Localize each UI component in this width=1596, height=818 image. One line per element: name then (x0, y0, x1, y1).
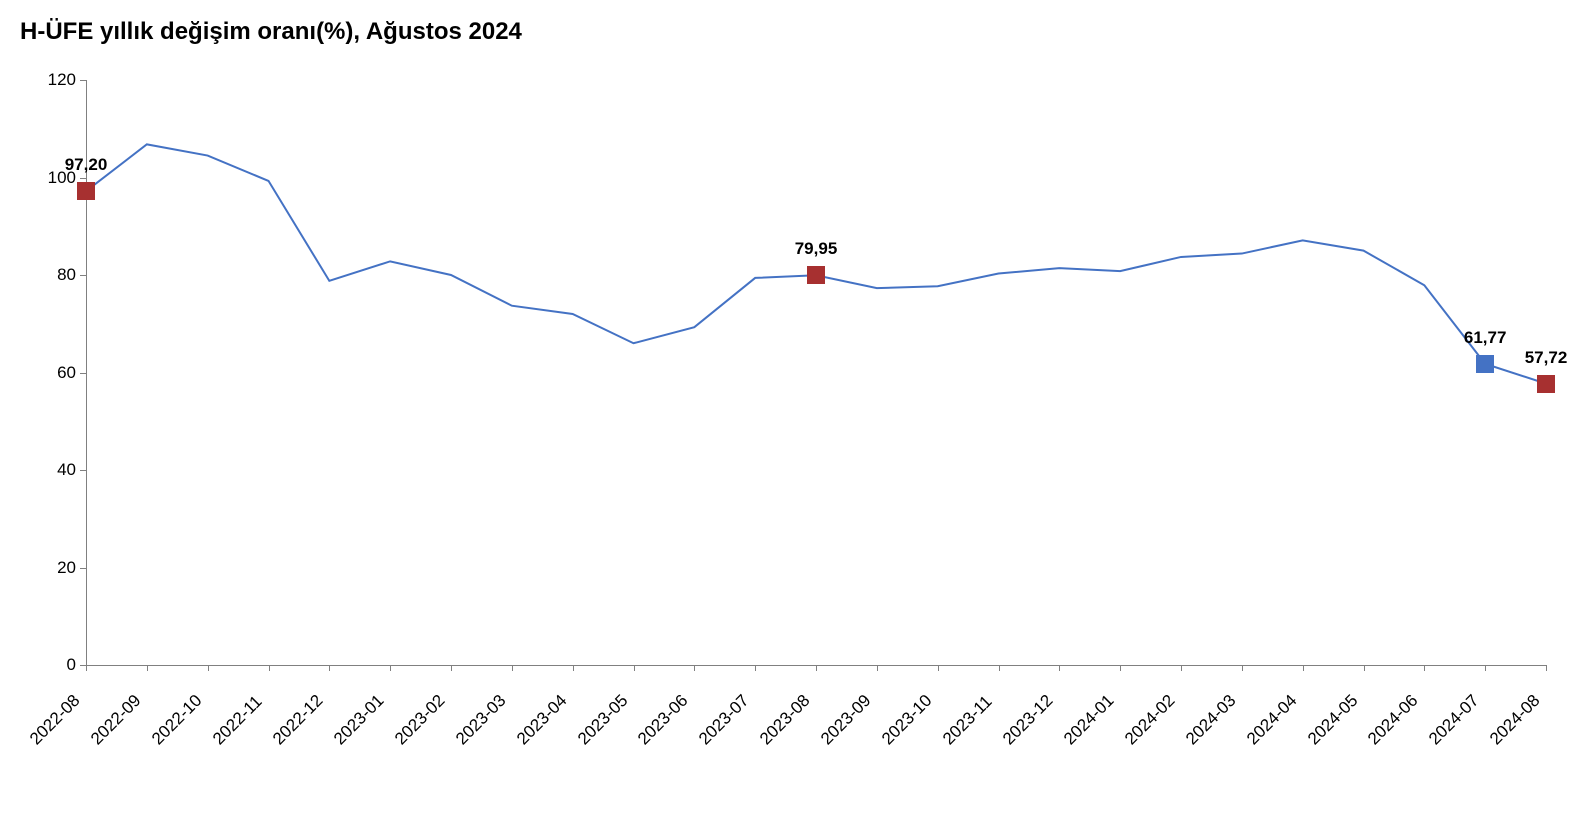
data-marker (1537, 375, 1555, 393)
data-marker (77, 182, 95, 200)
line-series-path (86, 144, 1546, 383)
data-marker (1476, 355, 1494, 373)
data-label: 79,95 (795, 239, 838, 259)
line-series-svg (0, 0, 1596, 818)
data-label: 61,77 (1464, 328, 1507, 348)
data-label: 97,20 (65, 155, 108, 175)
data-label: 57,72 (1525, 348, 1568, 368)
data-marker (807, 266, 825, 284)
